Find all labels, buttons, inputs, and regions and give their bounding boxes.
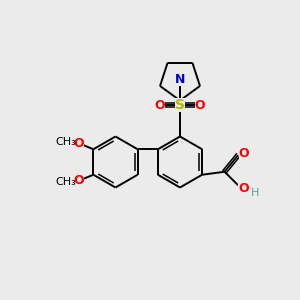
Text: CH₃: CH₃ xyxy=(56,177,76,187)
Text: O: O xyxy=(195,98,206,112)
Text: O: O xyxy=(239,147,249,160)
Text: N: N xyxy=(175,73,185,86)
Text: O: O xyxy=(238,182,249,195)
Text: O: O xyxy=(154,98,165,112)
Text: O: O xyxy=(73,137,84,150)
Text: CH₃: CH₃ xyxy=(56,137,76,147)
Text: O: O xyxy=(73,174,84,187)
Text: H: H xyxy=(250,188,259,198)
Text: S: S xyxy=(175,98,185,112)
